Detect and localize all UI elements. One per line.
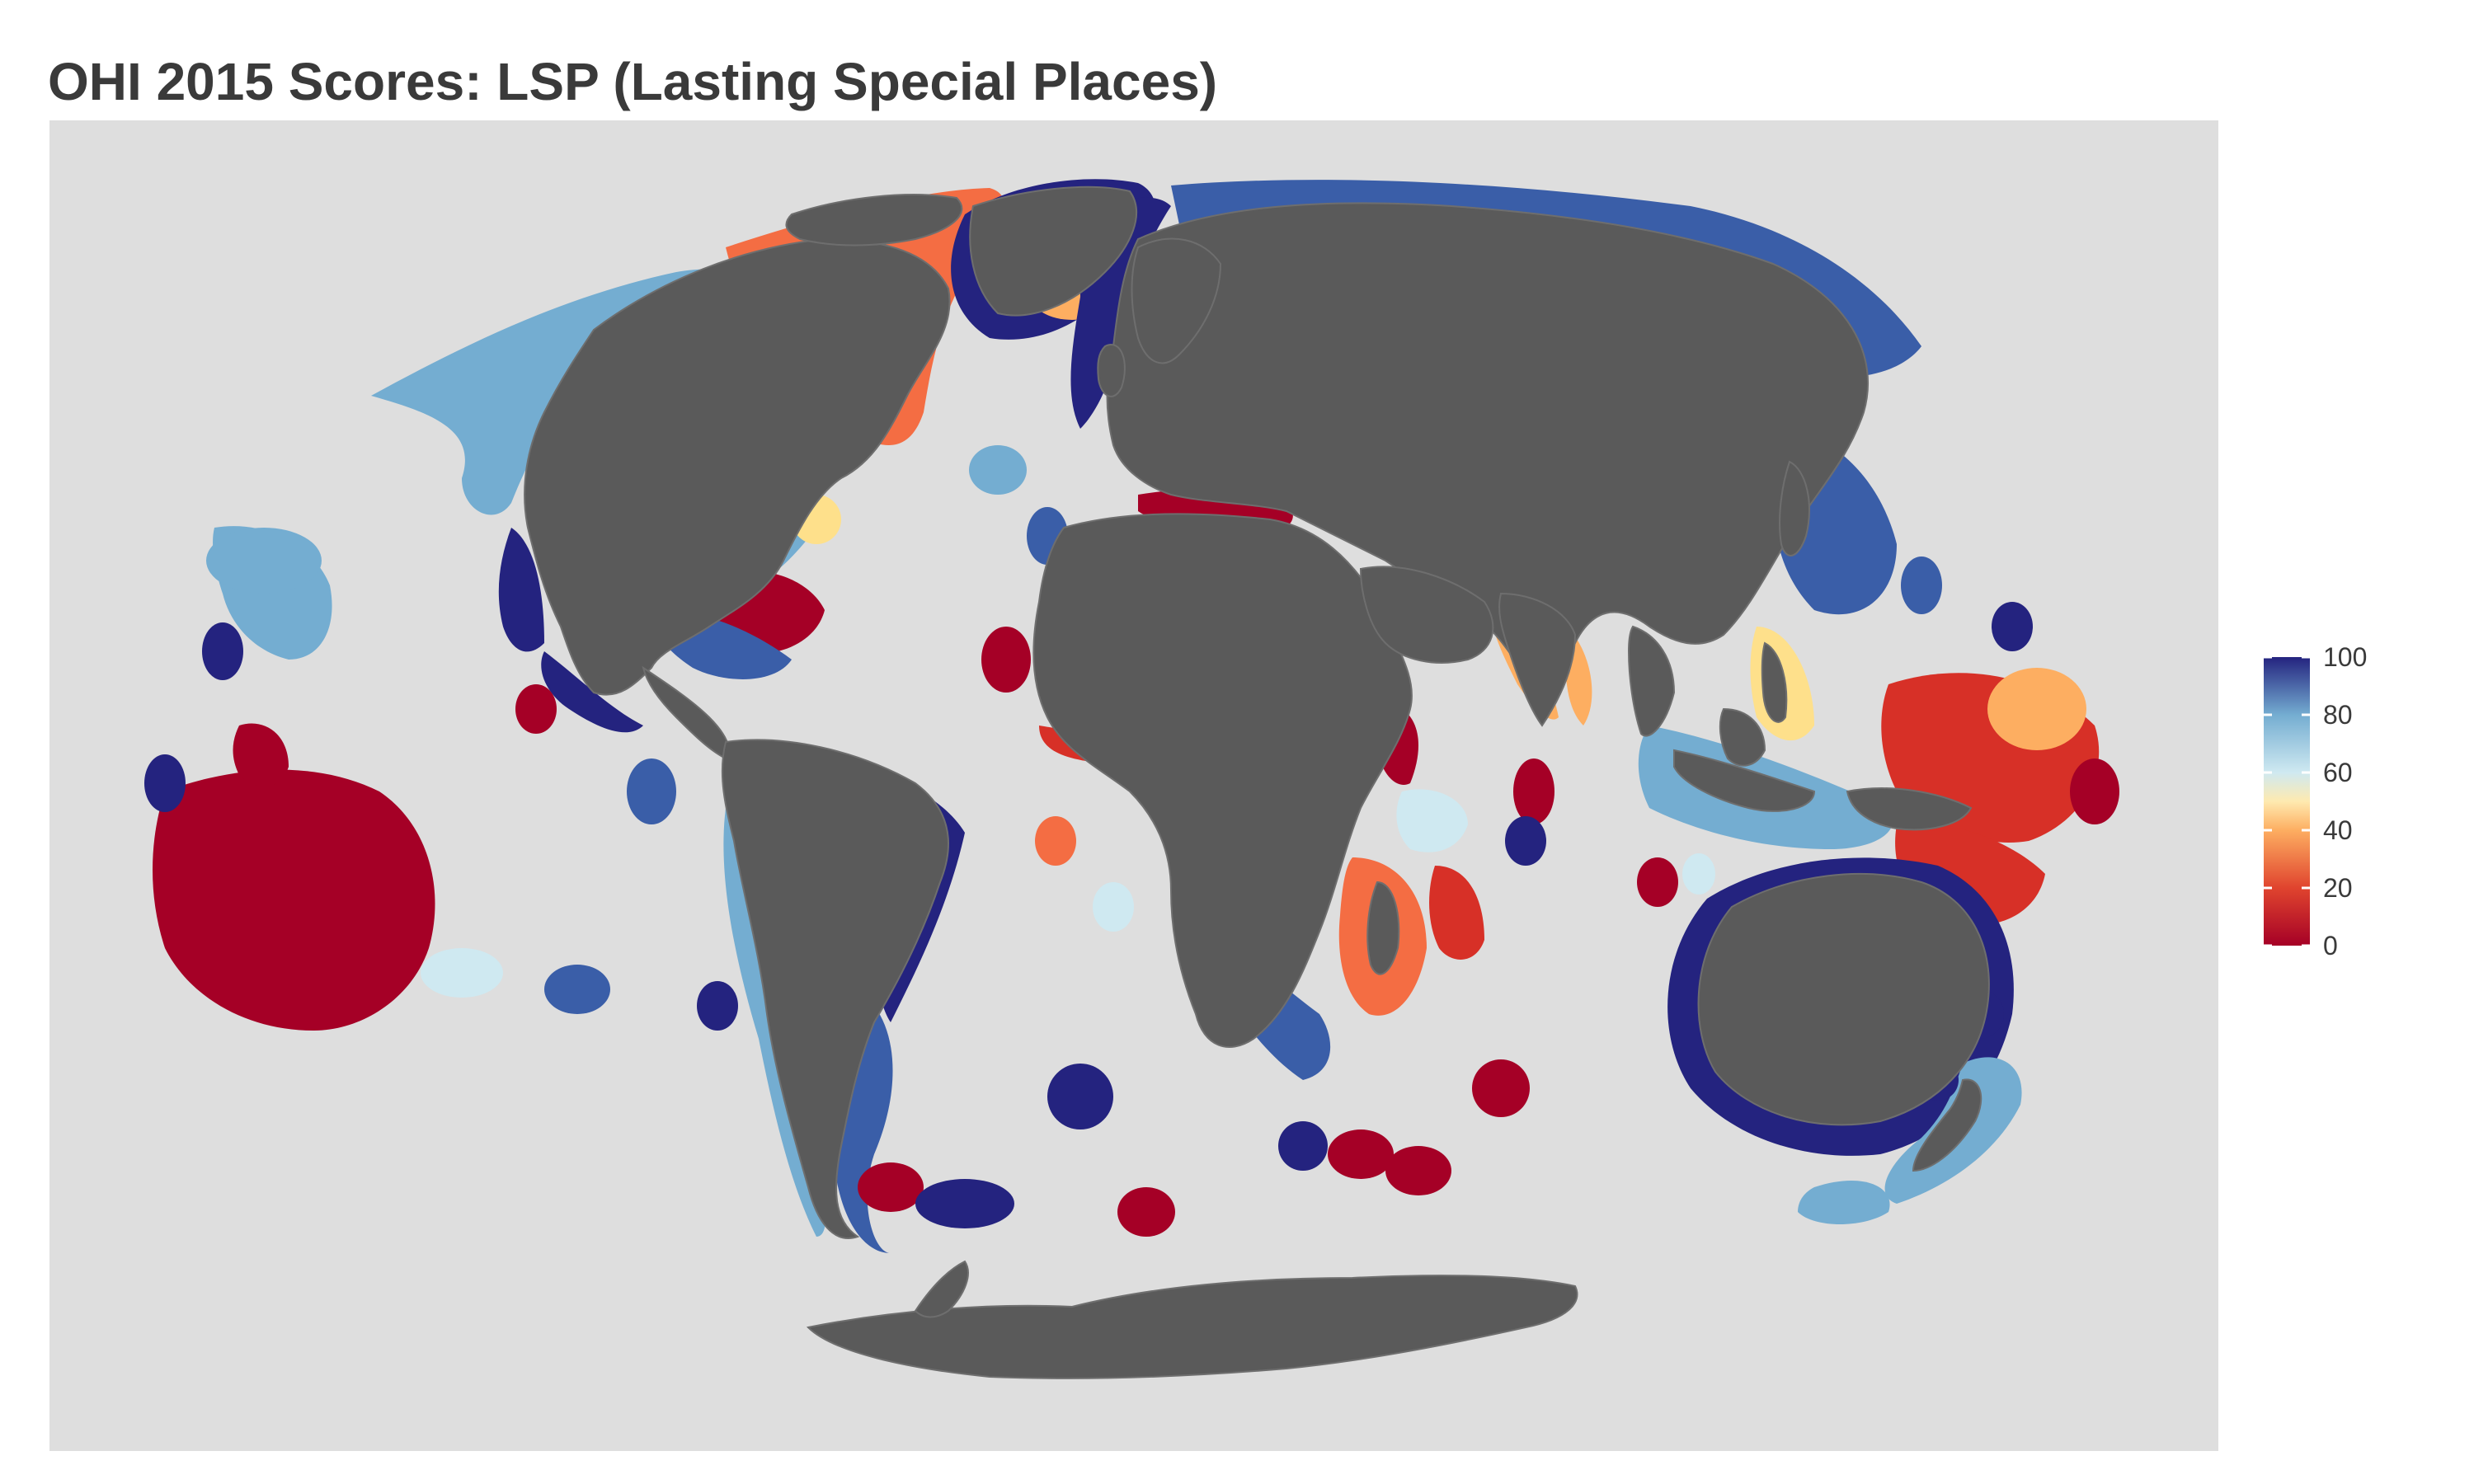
land-antarctica bbox=[806, 1275, 1578, 1379]
legend-colorbar bbox=[2264, 657, 2310, 946]
eez-marshall bbox=[1987, 668, 2086, 750]
land-india bbox=[1498, 592, 1577, 727]
eez-kerguelen bbox=[1328, 1129, 1394, 1179]
land-borneo bbox=[1719, 707, 1766, 767]
legend-tick-label: 60 bbox=[2323, 758, 2353, 787]
eez-us-west bbox=[498, 528, 544, 652]
legend-tick-label: 0 bbox=[2323, 931, 2338, 960]
land-eurasia bbox=[1106, 202, 1869, 683]
eez-aleutian bbox=[206, 528, 322, 594]
eez-seychelles bbox=[1396, 789, 1468, 852]
eez-clipperton bbox=[515, 684, 557, 734]
legend-tick-label: 40 bbox=[2323, 815, 2353, 845]
land-se-asia bbox=[1627, 625, 1676, 737]
eez-st-helena bbox=[1093, 882, 1134, 932]
legend-tick-label: 80 bbox=[2323, 700, 2353, 730]
legend: 0 20 40 60 80 100 bbox=[2264, 642, 2367, 960]
eez-cape-verde bbox=[981, 627, 1031, 693]
eez-maldives bbox=[1513, 758, 1554, 824]
land-new-zealand bbox=[1912, 1078, 1982, 1172]
eez-guam bbox=[1901, 556, 1942, 614]
eez-bouvet bbox=[1117, 1187, 1175, 1237]
eez-juan-fernandez bbox=[697, 981, 738, 1031]
eez-crozet bbox=[1278, 1121, 1328, 1171]
land-australia bbox=[1697, 873, 1990, 1126]
eez-heard bbox=[1385, 1146, 1451, 1195]
land-arabia bbox=[1359, 566, 1494, 664]
eez-tristan bbox=[1047, 1064, 1113, 1129]
eez-amsterdam bbox=[1472, 1059, 1530, 1117]
eez-galapagos bbox=[627, 758, 676, 824]
eez-cocos bbox=[1682, 853, 1715, 895]
eez-line-islands bbox=[202, 622, 243, 680]
eez-nz-south bbox=[1798, 1180, 1890, 1224]
land-madagascar bbox=[1366, 881, 1400, 975]
eez-pitcairn bbox=[421, 948, 503, 998]
legend-ticks: 0 20 40 60 80 100 bbox=[2264, 642, 2367, 960]
eez-chagos bbox=[1505, 816, 1546, 866]
eez-south-georgia bbox=[915, 1179, 1014, 1228]
land-scandinavia bbox=[1131, 237, 1222, 364]
eez-wake bbox=[1992, 602, 2033, 651]
legend-tick-label: 20 bbox=[2323, 873, 2353, 903]
land-south-america bbox=[721, 739, 949, 1239]
land-uk bbox=[1097, 344, 1126, 397]
eez-johnston bbox=[144, 754, 186, 812]
eez-pacific-islands-2 bbox=[233, 723, 289, 787]
land-philippines bbox=[1761, 641, 1788, 723]
land bbox=[524, 186, 1990, 1379]
land-indonesia bbox=[1673, 749, 1816, 812]
eez-falklands bbox=[858, 1162, 924, 1212]
eez-easter bbox=[544, 965, 610, 1014]
eez-pacific-islands bbox=[153, 769, 435, 1031]
eez-mauritius bbox=[1429, 866, 1484, 960]
land-greenland bbox=[969, 186, 1137, 317]
land-canada-islands bbox=[785, 194, 963, 247]
land-north-america bbox=[524, 237, 951, 696]
eez-azores bbox=[969, 445, 1027, 495]
land-antarctic-peninsula bbox=[914, 1260, 969, 1318]
land-new-guinea bbox=[1846, 787, 1973, 831]
legend-tick-label: 100 bbox=[2323, 642, 2367, 672]
eez-christmas bbox=[1637, 857, 1678, 907]
land-africa bbox=[1032, 513, 1413, 1048]
map-title: OHI 2015 Scores: LSP (Lasting Special Pl… bbox=[48, 52, 1218, 111]
land-japan bbox=[1779, 460, 1810, 556]
eez-kiribati bbox=[2070, 758, 2119, 824]
eez-ascension bbox=[1035, 816, 1076, 866]
